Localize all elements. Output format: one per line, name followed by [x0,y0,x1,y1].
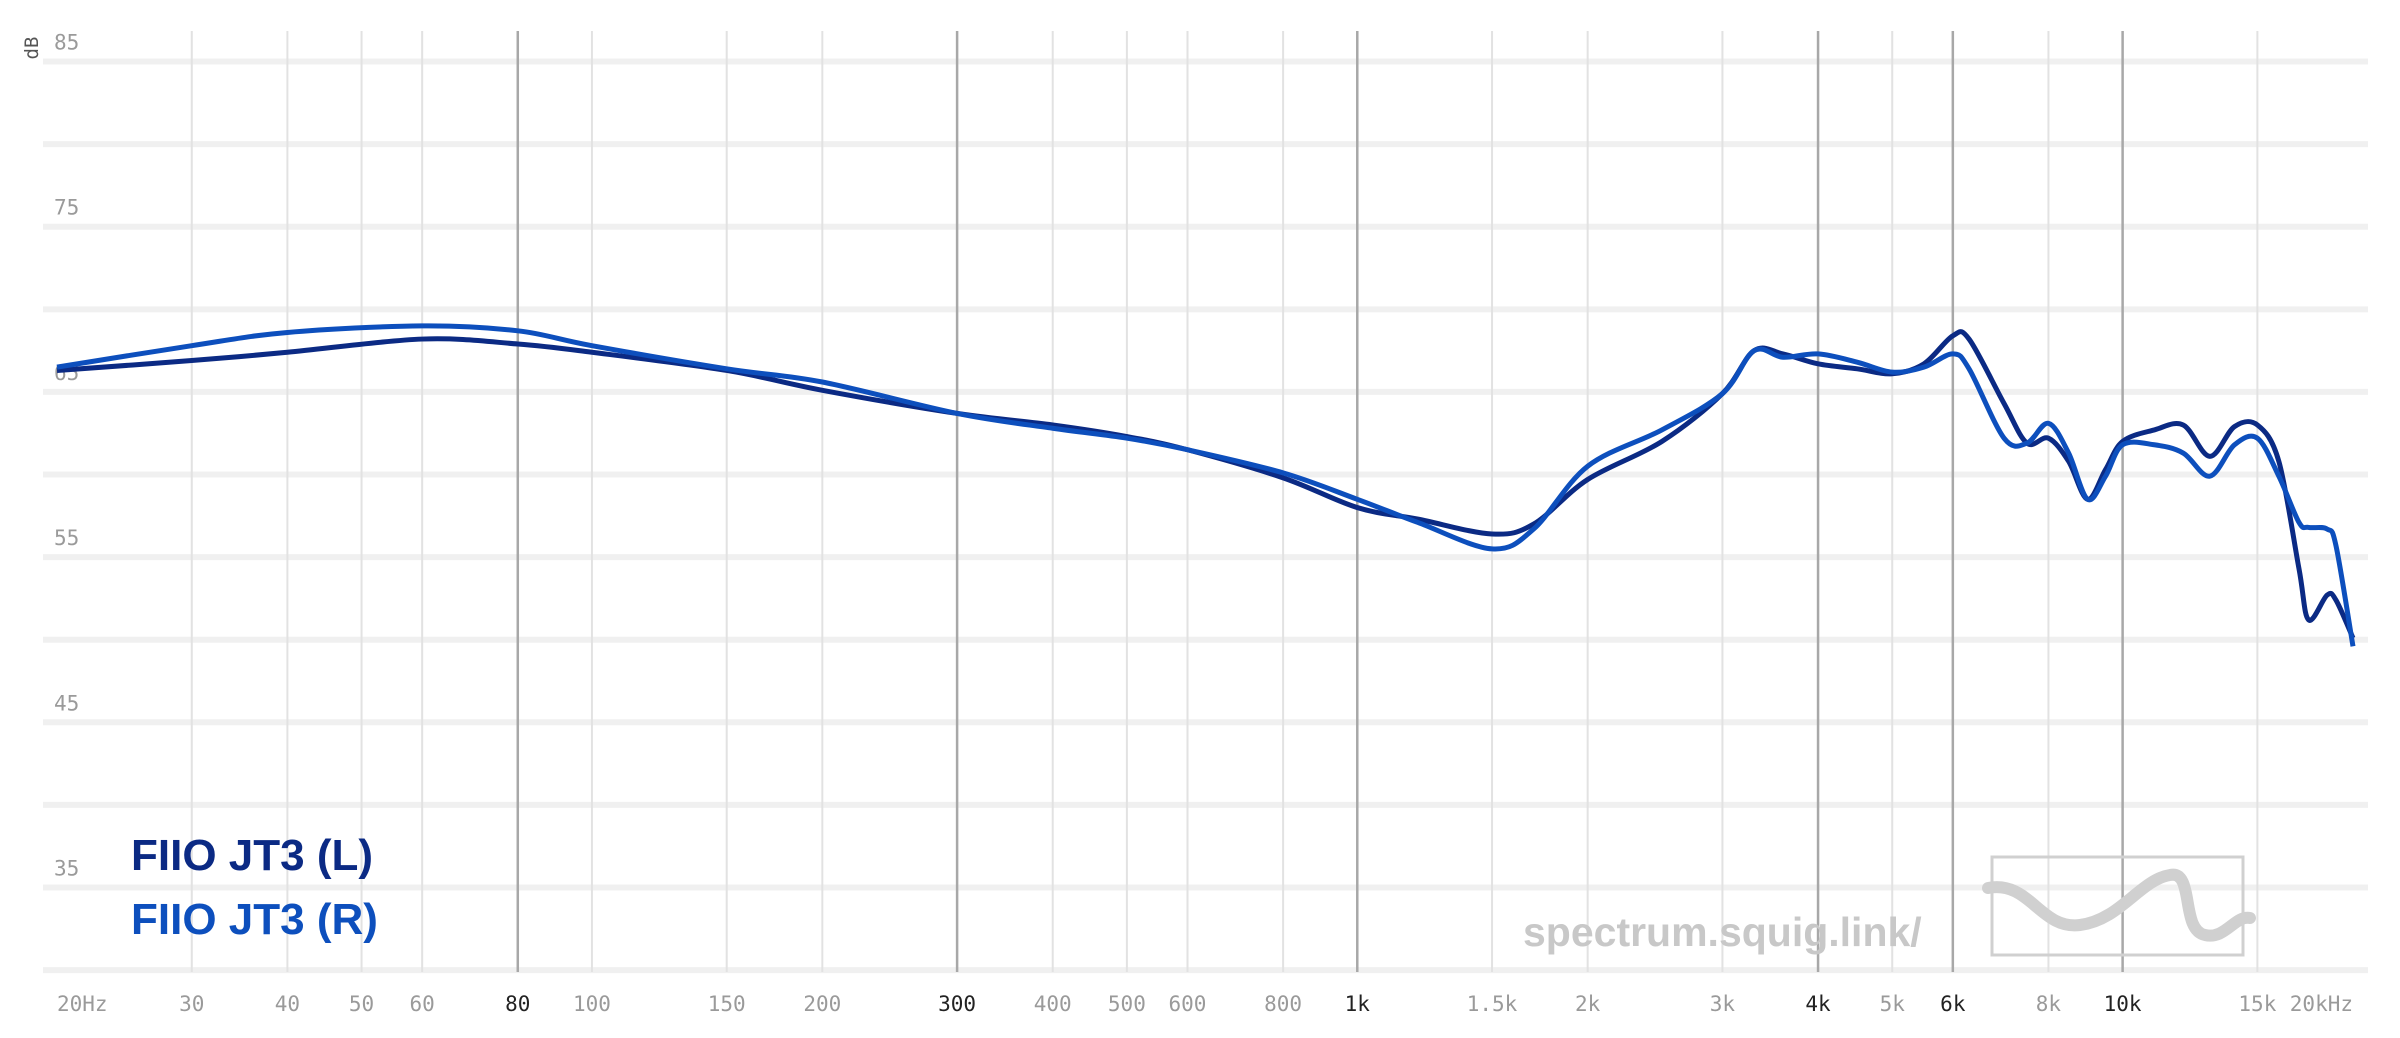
x-tick-label: 80 [505,992,530,1016]
y-tick-label: 75 [54,196,79,220]
series-line [56,329,2356,640]
series-line [56,323,2356,647]
logo [1982,855,2256,957]
x-tick-label: 10k [2104,992,2142,1016]
y-tick-label: 45 [54,691,79,715]
x-tick-label: 300 [938,992,976,1016]
y-tick-label: 85 [54,31,79,55]
x-tick-label: 150 [708,992,746,1016]
legend-entry: FIIO JT3 (L) [131,831,373,880]
x-tick-label: 20kHz [2290,992,2353,1016]
x-tick-label: 600 [1169,992,1207,1016]
x-tick-label: 2k [1575,992,1601,1016]
x-tick-label: 400 [1034,992,1072,1016]
x-tick-label: 1k [1345,992,1371,1016]
logo-frame [1990,855,2245,957]
x-tick-label: 4k [1805,992,1831,1016]
x-tick-label: 1.5k [1467,992,1518,1016]
x-tick-label: 800 [1264,992,1302,1016]
x-tick-label: 6k [1940,992,1966,1016]
x-tick-label: 8k [2036,992,2062,1016]
logo-squiggle [1982,868,2256,942]
watermark: spectrum.squig.link/ [1523,909,1922,955]
x-tick-label: 15k [2238,992,2276,1016]
x-tick-label: 5k [1880,992,1906,1016]
x-tick-label: 200 [803,992,841,1016]
y-axis-label: dB [21,37,43,60]
x-tick-label: 100 [573,992,611,1016]
x-tick-label: 30 [179,992,204,1016]
y-tick-label: 55 [54,526,79,550]
lines [56,323,2356,647]
x-tick-label: 40 [275,992,300,1016]
x-tick-label: 3k [1710,992,1736,1016]
legend: FIIO JT3 (L) FIIO JT3 (R) [131,831,378,944]
legend-entry: FIIO JT3 (R) [131,895,378,944]
x-tick-label: 20Hz [57,992,108,1016]
y-tick-label: 35 [54,857,79,881]
x-tick-label: 50 [349,992,374,1016]
x-tick-label: 500 [1108,992,1146,1016]
x-tick-label: 60 [410,992,435,1016]
